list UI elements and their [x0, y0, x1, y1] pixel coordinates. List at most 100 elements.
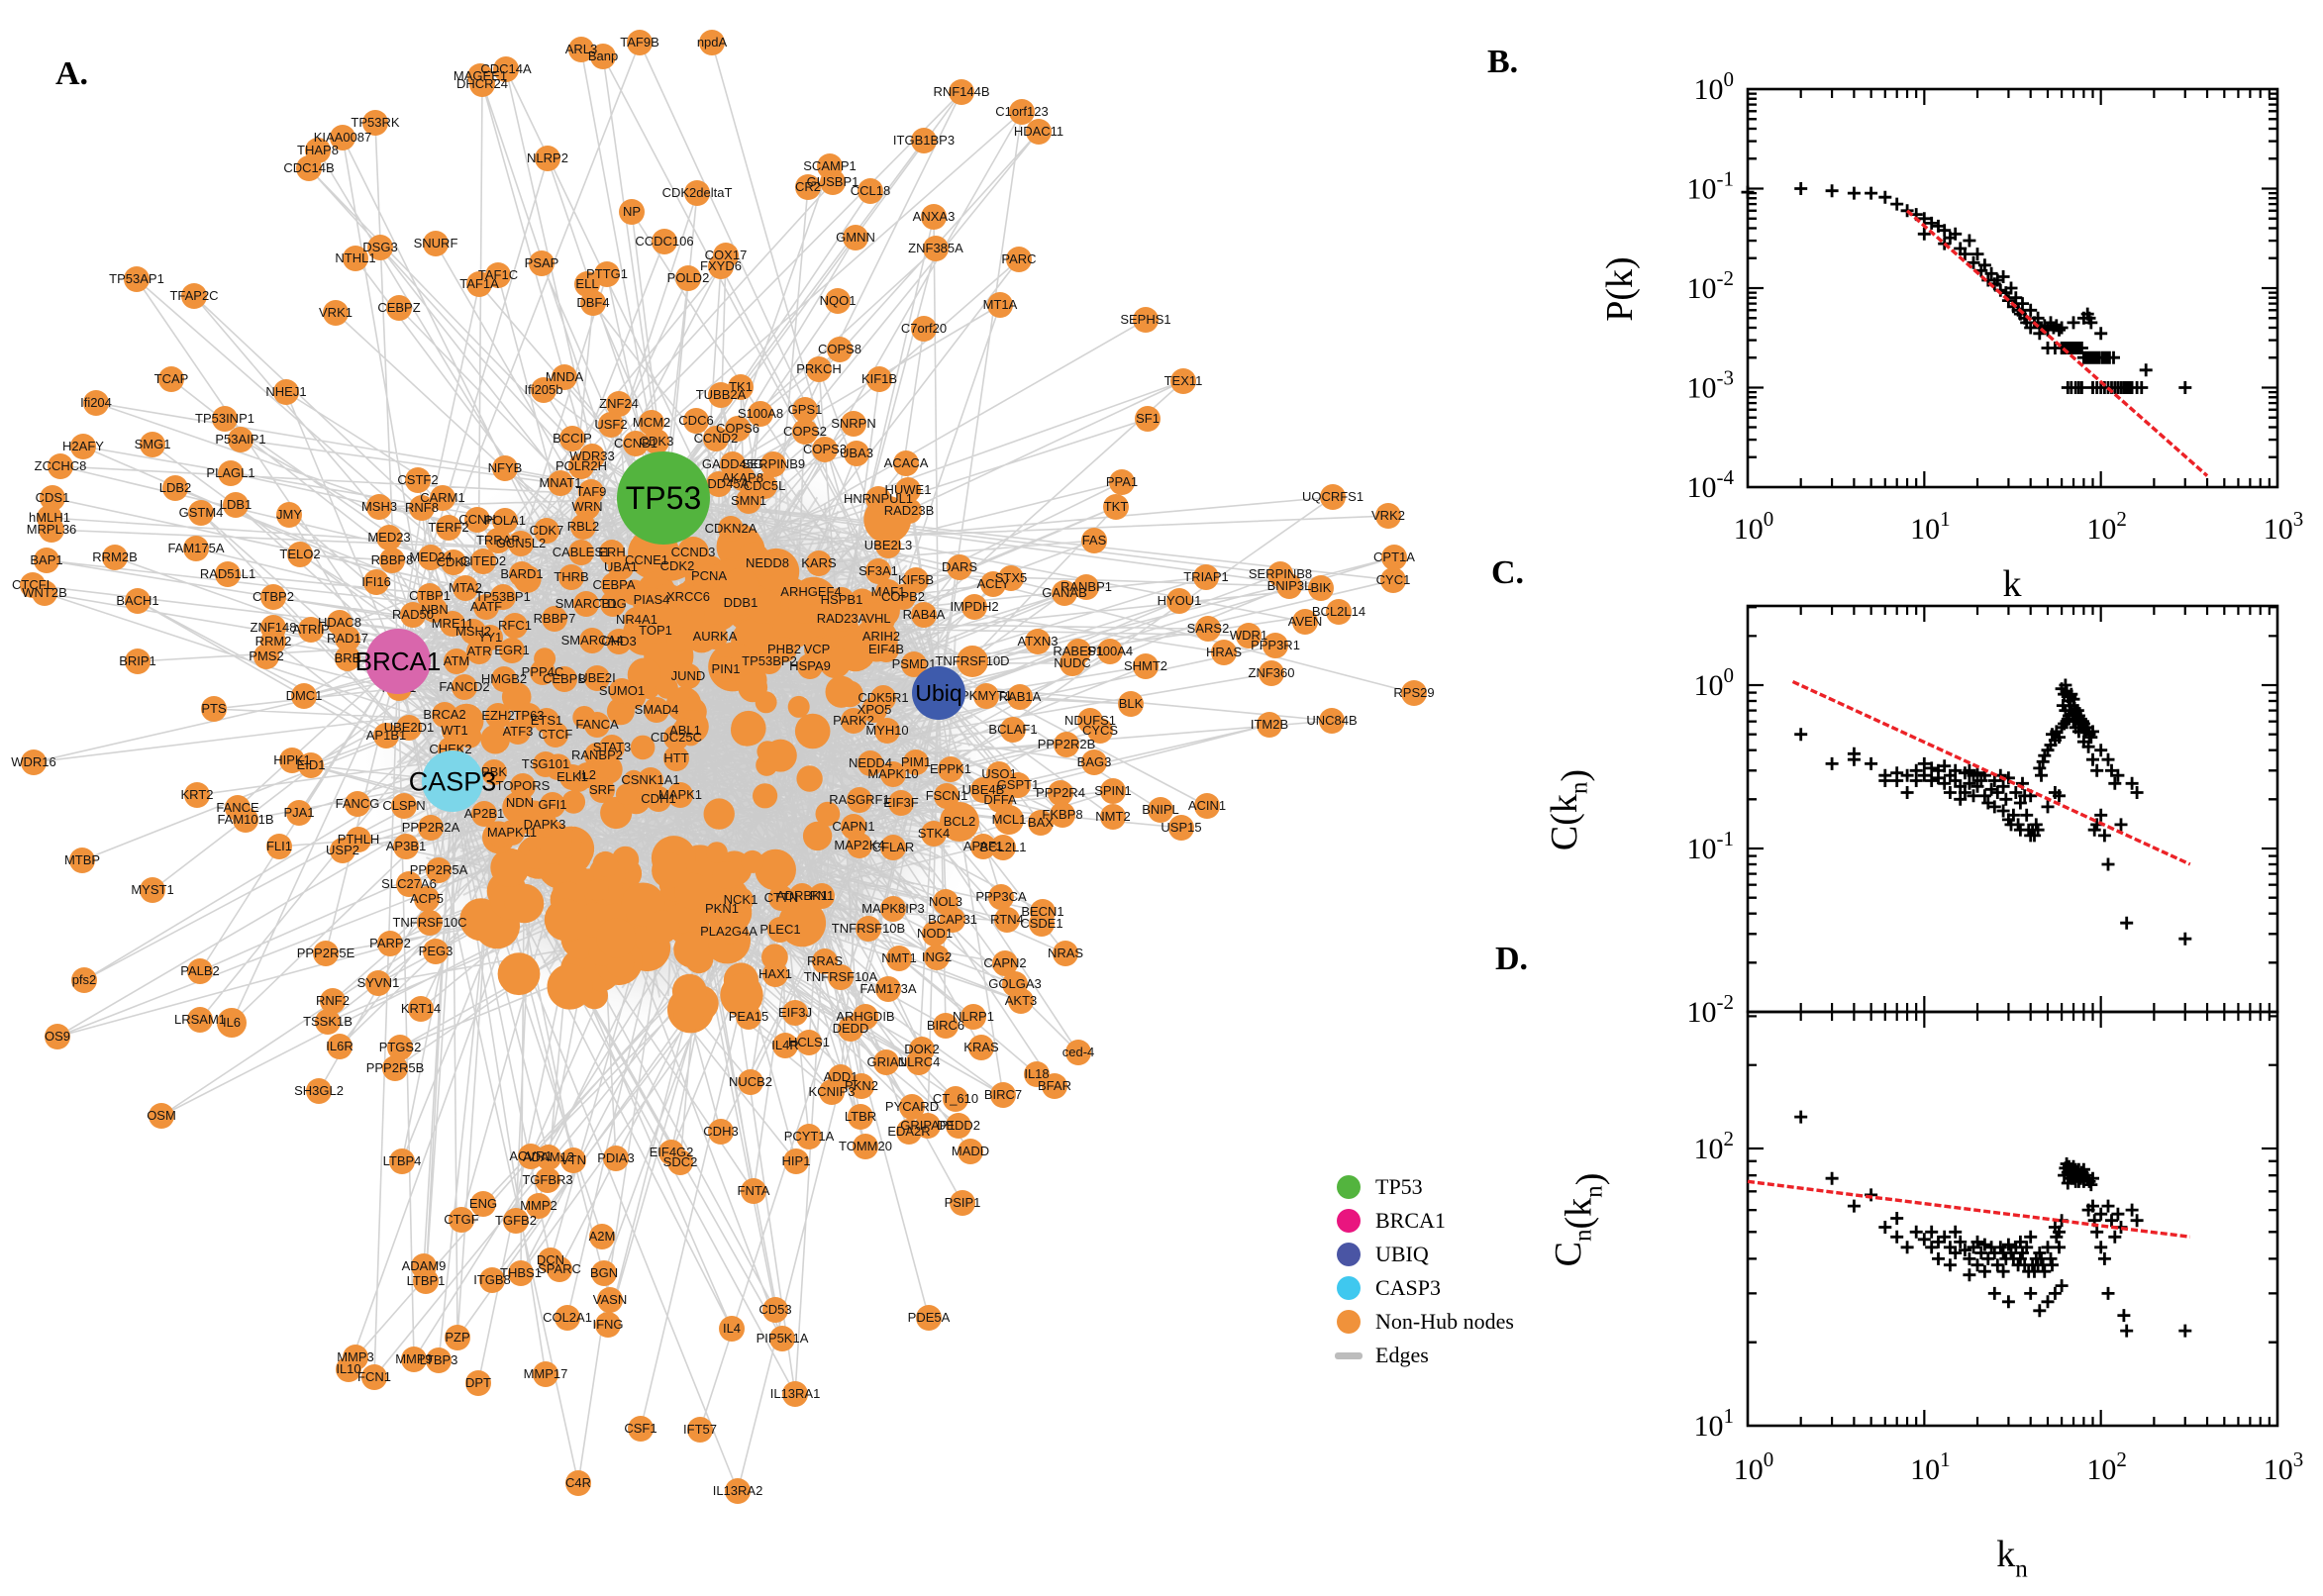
network-node-label: GRIPAP1	[900, 1118, 955, 1133]
network-node-label: RBBP7	[534, 611, 576, 626]
network-node-label: DAPK3	[524, 817, 566, 832]
network-node-label: COX17	[705, 248, 748, 262]
network-node	[674, 872, 711, 910]
network-node-label: RAD23B	[884, 503, 935, 518]
network-node	[1319, 708, 1345, 734]
network-node-label: NMT1	[881, 950, 916, 965]
axis-title: kn	[1996, 1534, 2028, 1583]
network-node-label: THRB	[554, 569, 588, 584]
network-node	[652, 852, 688, 889]
network-node	[673, 932, 710, 968]
network-node-label: LRSAM1	[174, 1012, 226, 1027]
network-node	[492, 455, 518, 481]
network-node-label: CCND3	[671, 545, 716, 559]
network-node-label: IL6R	[326, 1039, 353, 1053]
network-node	[644, 429, 669, 454]
hub-label-ubiq: Ubiq	[915, 680, 961, 706]
network-node-label: A2M	[589, 1229, 616, 1244]
network-node-label: AURKA	[693, 629, 738, 644]
network-node	[1133, 307, 1159, 333]
network-node-label: PKN2	[845, 1078, 878, 1093]
network-node-label: AATF	[470, 599, 502, 614]
network-node-label: SYVN1	[357, 975, 400, 990]
network-node-label: EGR1	[494, 643, 529, 657]
network-node	[327, 1034, 353, 1059]
network-node-label: HIPK1	[273, 752, 311, 767]
network-node	[584, 665, 610, 691]
tick-label: 102	[1694, 1127, 1735, 1165]
network-node-label: HSPA9	[789, 658, 831, 673]
network-node	[949, 79, 974, 105]
network-node-label: MED24	[409, 549, 452, 564]
network-node	[603, 1146, 629, 1171]
network-node-label: WT1	[441, 723, 467, 738]
network-node-label: RNF144B	[933, 84, 989, 99]
network-node	[470, 549, 496, 574]
network-node-label: PDIA3	[597, 1150, 635, 1165]
network-node-label: HIP1	[782, 1153, 811, 1168]
network-node	[405, 467, 431, 493]
network-node-label: POLD2	[667, 270, 710, 285]
network-node-label: MNDA	[546, 369, 584, 384]
network-node	[896, 1119, 922, 1145]
network-node	[755, 550, 780, 576]
network-node-label: ITGB8	[473, 1272, 511, 1287]
chart-points	[1794, 1110, 2192, 1338]
network-node	[32, 580, 57, 606]
network-node	[1262, 633, 1288, 658]
network-node	[361, 1364, 387, 1390]
network-node-label: CD53	[758, 1302, 791, 1317]
network-node	[540, 792, 565, 818]
network-node	[796, 1124, 822, 1149]
network-node-label: GFI1	[539, 797, 567, 812]
network-node-label: PCNA	[691, 568, 727, 583]
network-node-label: BECN1	[1021, 904, 1063, 919]
network-node	[102, 545, 128, 570]
network-node	[628, 1416, 654, 1442]
network-node-label: ced-4	[1062, 1045, 1095, 1059]
network-node-label: RNF2	[316, 993, 350, 1008]
network-node	[183, 536, 209, 561]
network-node-label: SHMT2	[1124, 658, 1167, 673]
network-node	[728, 887, 754, 913]
network-node	[598, 412, 624, 438]
network-node-label: npdA	[697, 35, 728, 50]
network-node	[504, 883, 545, 924]
network-node	[286, 800, 312, 826]
network-node-label: MYST1	[131, 882, 173, 897]
network-node-label: SMN1	[731, 493, 766, 508]
network-node-label: PEG3	[419, 944, 454, 958]
network-node-label: ANXA3	[913, 209, 956, 224]
network-node-label: JUND	[671, 668, 706, 683]
network-node	[841, 411, 866, 437]
network-node-label: HTT	[663, 750, 688, 765]
network-node	[436, 515, 461, 541]
network-node-label: PSIP1	[945, 1195, 981, 1210]
network-node-label: ELK1	[556, 769, 588, 784]
network-node	[873, 637, 899, 662]
network-node	[547, 963, 593, 1010]
network-node	[534, 518, 559, 544]
network-node-label: AKT3	[1005, 993, 1038, 1008]
network-node	[181, 283, 207, 309]
network-node	[536, 1145, 561, 1170]
fit-line	[1747, 1179, 2190, 1239]
network-node-label: FANCD2	[439, 679, 489, 694]
network-node	[820, 169, 846, 195]
network-node-label: SDC2	[663, 1154, 698, 1169]
network-node	[849, 1073, 874, 1099]
network-node-label: SPIN1	[1094, 783, 1132, 798]
network-node-label: GANAB	[1042, 585, 1087, 600]
network-node	[812, 437, 838, 462]
network-node	[728, 374, 754, 400]
network-node-label: VTN	[560, 1152, 586, 1167]
network-node	[990, 835, 1016, 860]
network-node	[880, 896, 906, 922]
network-node-label: TAF9B	[620, 35, 659, 50]
network-node	[968, 1035, 994, 1060]
network-node-label: DPT	[465, 1375, 491, 1390]
network-node-label: TFAP2C	[169, 288, 218, 303]
network-node-label: CCNB1	[614, 436, 657, 450]
network-node-label: RAD51L1	[200, 566, 255, 581]
